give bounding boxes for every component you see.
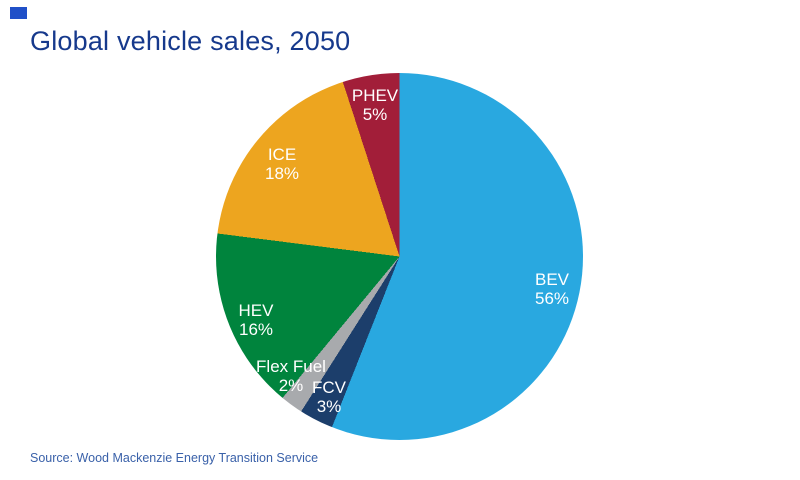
slice-label-flex-fuel: Flex Fuel 2% <box>256 357 326 395</box>
slice-label-bev: BEV 56% <box>534 270 570 308</box>
brand-accent-square <box>10 7 27 19</box>
pie-circle <box>216 73 583 440</box>
slice-label-fcv: FCV 3% <box>312 378 346 416</box>
pie-chart <box>216 73 583 440</box>
slice-label-hev: HEV 16% <box>238 301 274 339</box>
source-note: Source: Wood Mackenzie Energy Transition… <box>30 451 319 465</box>
slice-label-ice: ICE 18% <box>264 145 300 183</box>
slice-label-phev: PHEV 5% <box>351 86 399 124</box>
chart-title: Global vehicle sales, 2050 <box>30 26 351 56</box>
